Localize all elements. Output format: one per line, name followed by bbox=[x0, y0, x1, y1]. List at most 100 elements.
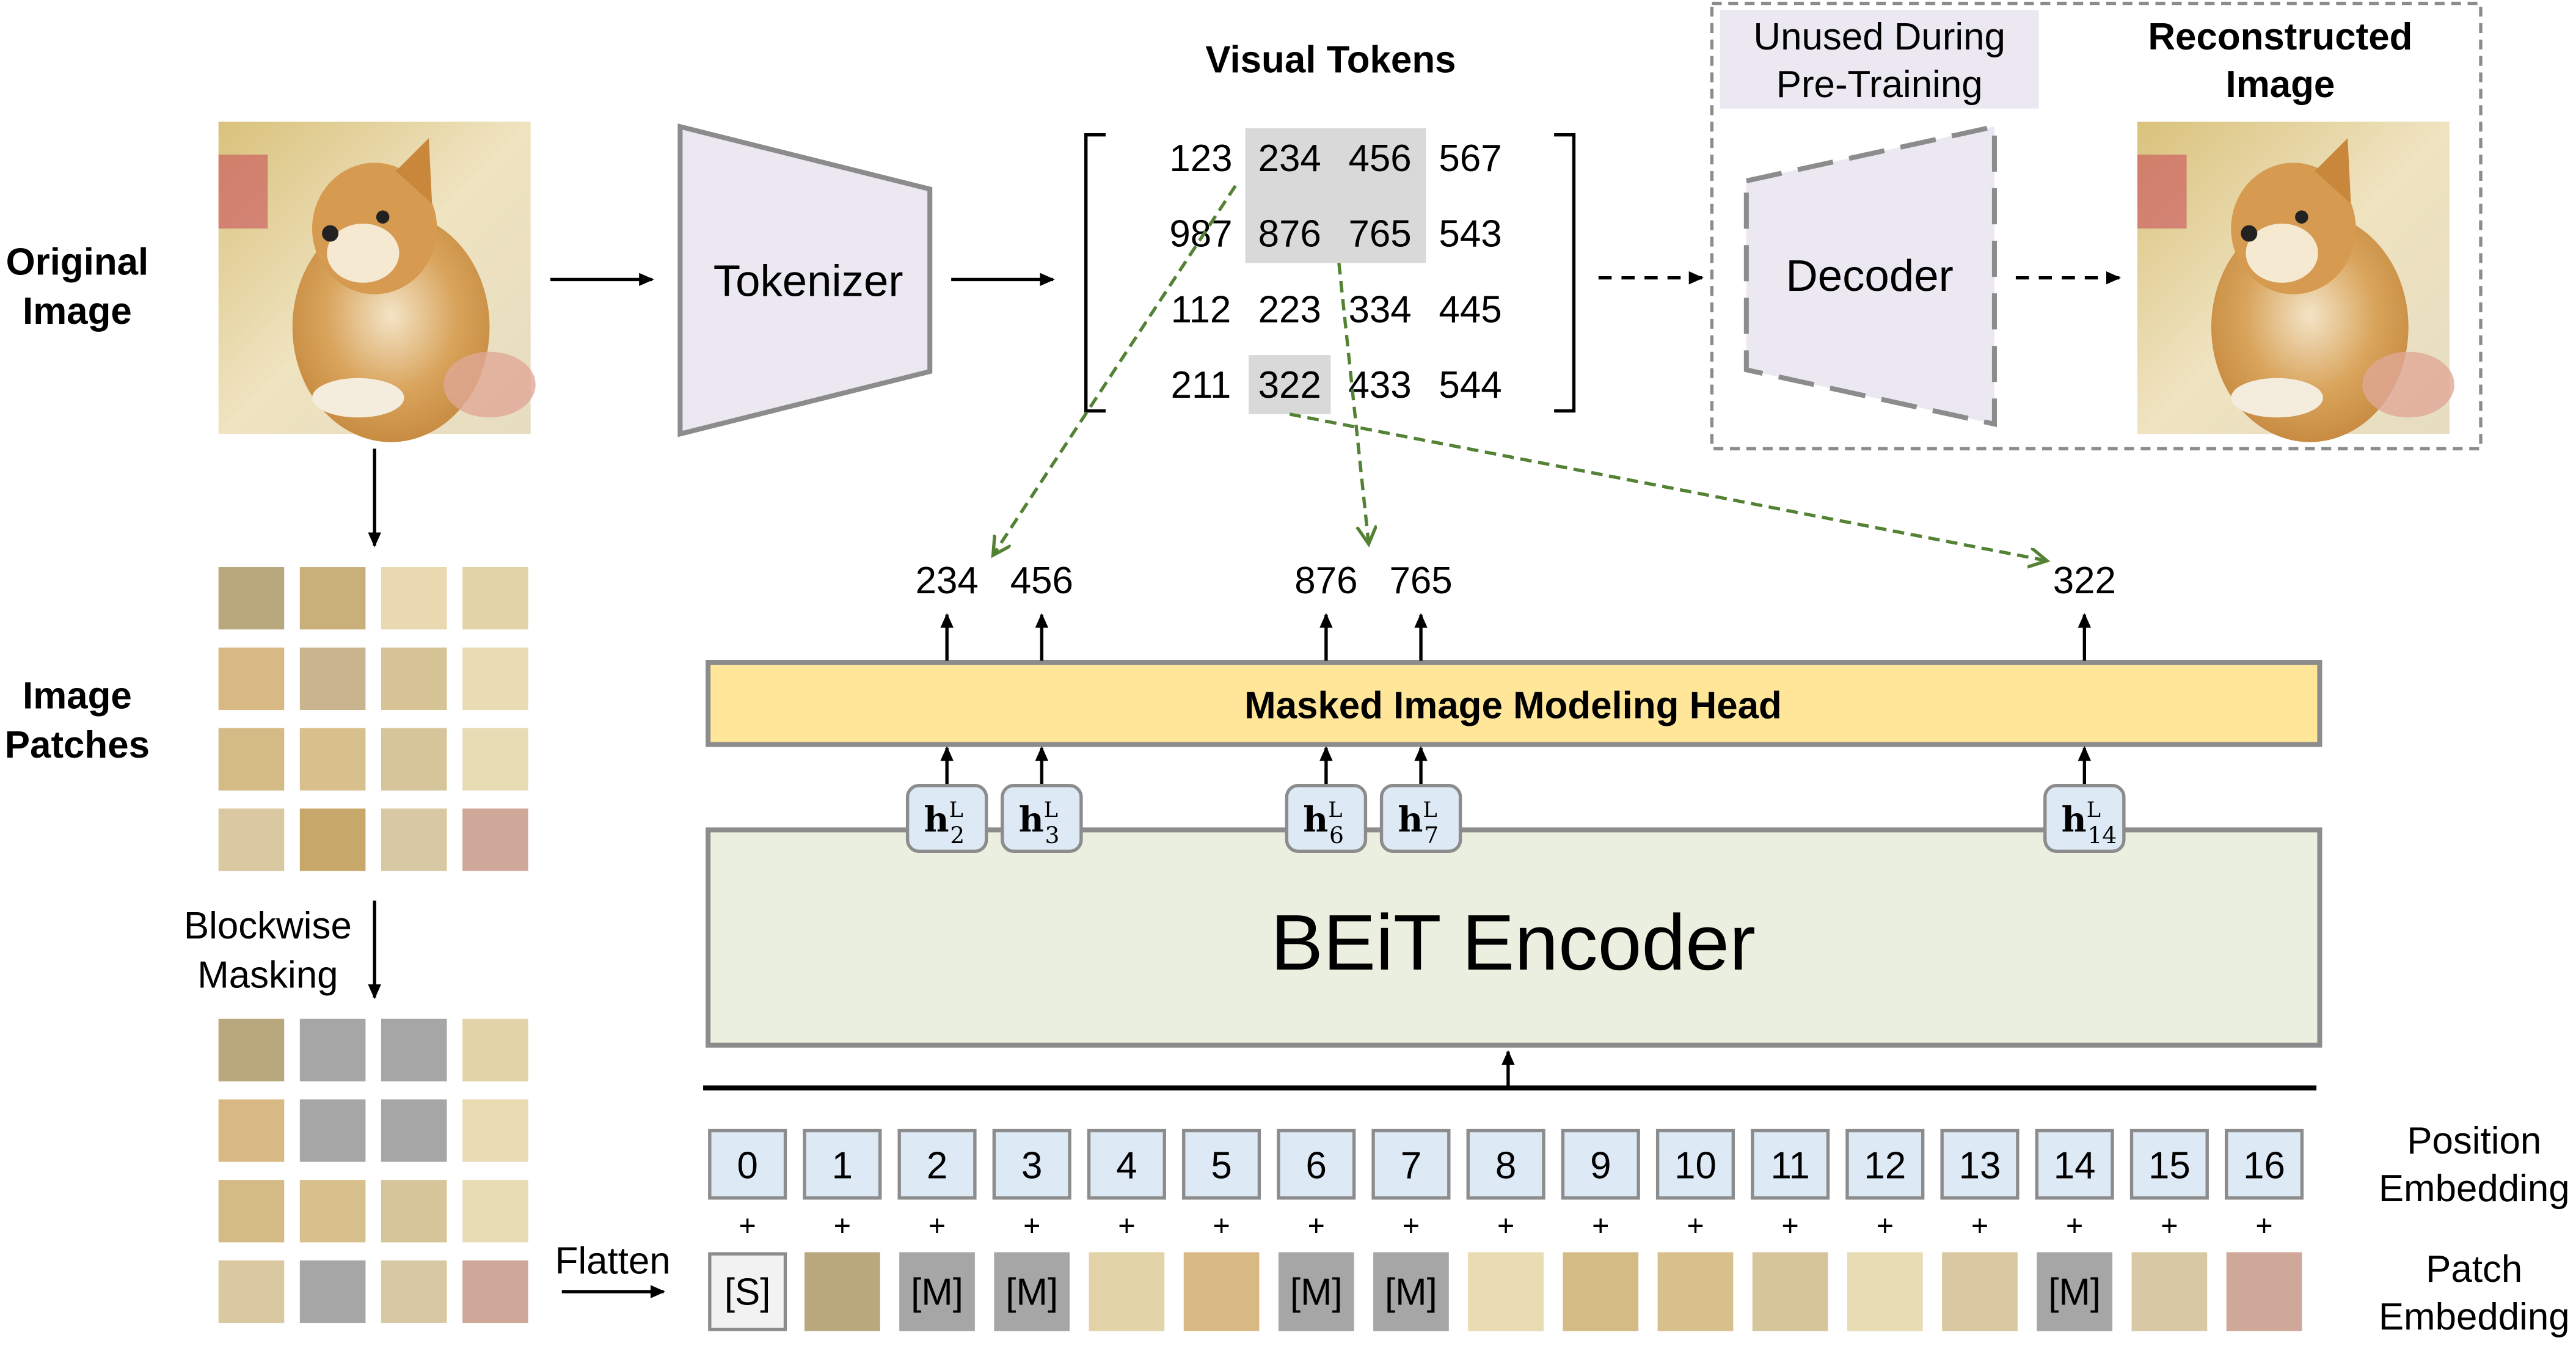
position-embedding-box bbox=[1371, 1128, 1451, 1200]
reconstructed-image bbox=[2137, 122, 2454, 442]
position-index: 15 bbox=[2148, 1144, 2191, 1187]
position-embedding-label: Position bbox=[2407, 1120, 2541, 1162]
masked-patch-embedding bbox=[1373, 1252, 1449, 1331]
masked-patch bbox=[381, 1099, 447, 1162]
token-map-arrow bbox=[994, 185, 1237, 554]
hidden-state-label: hL 7 bbox=[1398, 798, 1439, 849]
image-patch bbox=[381, 567, 447, 630]
masked-patch-embedding bbox=[1278, 1252, 1354, 1331]
predicted-token: 456 bbox=[1010, 560, 1073, 602]
tokenizer-shape bbox=[677, 123, 933, 437]
image-patch bbox=[462, 1180, 528, 1243]
patch-embedding bbox=[2226, 1252, 2302, 1331]
position-index: 11 bbox=[1771, 1144, 1810, 1187]
patch-embedding bbox=[1847, 1252, 1923, 1331]
hidden-state-box bbox=[905, 784, 988, 853]
unused-label-bg bbox=[1720, 10, 2039, 109]
patch-embedding bbox=[805, 1252, 880, 1331]
predicted-token: 765 bbox=[1389, 560, 1452, 602]
position-index: 5 bbox=[1211, 1144, 1231, 1187]
mask-token-label: [M] bbox=[2048, 1271, 2101, 1314]
mask-token-label: [M] bbox=[1005, 1271, 1058, 1314]
token-highlight-single bbox=[1248, 355, 1331, 414]
image-patch bbox=[381, 728, 447, 791]
token-highlight-block bbox=[1245, 128, 1426, 263]
svg-text:Original: Original bbox=[6, 241, 149, 283]
position-index: 6 bbox=[1306, 1144, 1327, 1187]
beit-encoder-label: BEiT Encoder bbox=[1271, 899, 1756, 987]
position-embedding-box bbox=[2035, 1128, 2114, 1200]
image-patch bbox=[462, 1019, 528, 1081]
plus-sign: + bbox=[834, 1210, 851, 1243]
blockwise-masking-label-2: Masking bbox=[197, 954, 338, 997]
plus-sign: + bbox=[1497, 1210, 1514, 1243]
special-token-label: [S] bbox=[724, 1271, 771, 1314]
image-patch bbox=[381, 1260, 447, 1323]
image-patch bbox=[462, 567, 528, 630]
masked-patch-embedding bbox=[994, 1252, 1070, 1331]
reconstructed-label: Reconstructed bbox=[2148, 16, 2412, 58]
plus-sign: + bbox=[1308, 1210, 1325, 1243]
visual-token: 456 bbox=[1349, 137, 1412, 180]
decoder-label: Decoder bbox=[1786, 251, 1953, 301]
masked-patch bbox=[381, 1019, 447, 1081]
image-patch bbox=[218, 1260, 285, 1323]
embeddings-row: 0 + [S] 1 +2 + [M] 3 + [M] 4 +5 +6 + [M] 7 + [M] 8 +9 +10 +11… bbox=[708, 1128, 2304, 1331]
image-patch bbox=[462, 728, 528, 791]
image-patches-label: Image Patches bbox=[5, 675, 150, 766]
plus-sign: + bbox=[2066, 1210, 2083, 1243]
patch-embedding bbox=[1183, 1252, 1260, 1331]
image-patch bbox=[299, 728, 366, 791]
blockwise-masking-label: Blockwise bbox=[184, 905, 352, 947]
patch-embedding bbox=[2131, 1252, 2208, 1331]
visual-token: 223 bbox=[1258, 288, 1321, 331]
position-embedding-box bbox=[1466, 1128, 1545, 1200]
position-embedding-box bbox=[803, 1128, 882, 1200]
hidden-state-box bbox=[1285, 784, 1368, 853]
original-image-label: Original Image bbox=[6, 241, 149, 332]
patch-embedding bbox=[1468, 1252, 1544, 1331]
visual-token: 234 bbox=[1258, 137, 1321, 180]
image-patch bbox=[381, 1180, 447, 1243]
predictions: 234 hL 2 456 hL 3 876 hL 6 765 hL 7 322 hL 14 bbox=[905, 560, 2126, 853]
mim-head-label: Masked Image Modeling Head bbox=[1244, 684, 1782, 726]
patch-embedding-label-2: Embedding bbox=[2379, 1296, 2570, 1338]
image-patch bbox=[462, 647, 528, 711]
image-patch bbox=[218, 1019, 285, 1081]
visual-token: 987 bbox=[1169, 213, 1232, 255]
image-patch bbox=[299, 567, 366, 630]
plus-sign: + bbox=[1213, 1210, 1230, 1243]
plus-sign: + bbox=[1877, 1210, 1894, 1243]
masked-patch bbox=[299, 1019, 366, 1081]
plus-sign: + bbox=[1403, 1210, 1420, 1243]
visual-token: 876 bbox=[1258, 213, 1321, 255]
beit-encoder bbox=[706, 827, 2322, 1048]
visual-token: 765 bbox=[1349, 213, 1412, 255]
visual-tokens-title: Visual Tokens bbox=[1205, 39, 1456, 81]
position-embedding-box bbox=[1561, 1128, 1640, 1200]
visual-token: 567 bbox=[1439, 137, 1501, 180]
position-index: 8 bbox=[1495, 1144, 1516, 1187]
visual-token: 433 bbox=[1349, 364, 1412, 406]
position-index: 7 bbox=[1401, 1144, 1421, 1187]
masked-patch bbox=[299, 1099, 366, 1162]
plus-sign: + bbox=[739, 1210, 756, 1243]
plus-sign: + bbox=[1118, 1210, 1135, 1243]
masked-patch-embedding bbox=[2037, 1252, 2113, 1331]
masked-patch bbox=[299, 1260, 366, 1323]
hidden-state-box bbox=[1001, 784, 1083, 853]
image-patch bbox=[218, 567, 285, 630]
svg-text:Image: Image bbox=[23, 290, 132, 332]
position-embedding-box bbox=[897, 1128, 977, 1200]
position-embedding-box bbox=[708, 1128, 787, 1200]
patch-embedding bbox=[1657, 1252, 1734, 1331]
image-patch bbox=[299, 1180, 366, 1243]
masked-patch-embedding bbox=[899, 1252, 975, 1331]
masked-patches-grid bbox=[218, 1019, 528, 1323]
patch-embedding bbox=[1752, 1252, 1828, 1331]
mask-token-label: [M] bbox=[1385, 1271, 1437, 1314]
position-embedding-box bbox=[1655, 1128, 1735, 1200]
token-map-arrow bbox=[1289, 412, 2045, 560]
visual-token: 543 bbox=[1439, 213, 1501, 255]
